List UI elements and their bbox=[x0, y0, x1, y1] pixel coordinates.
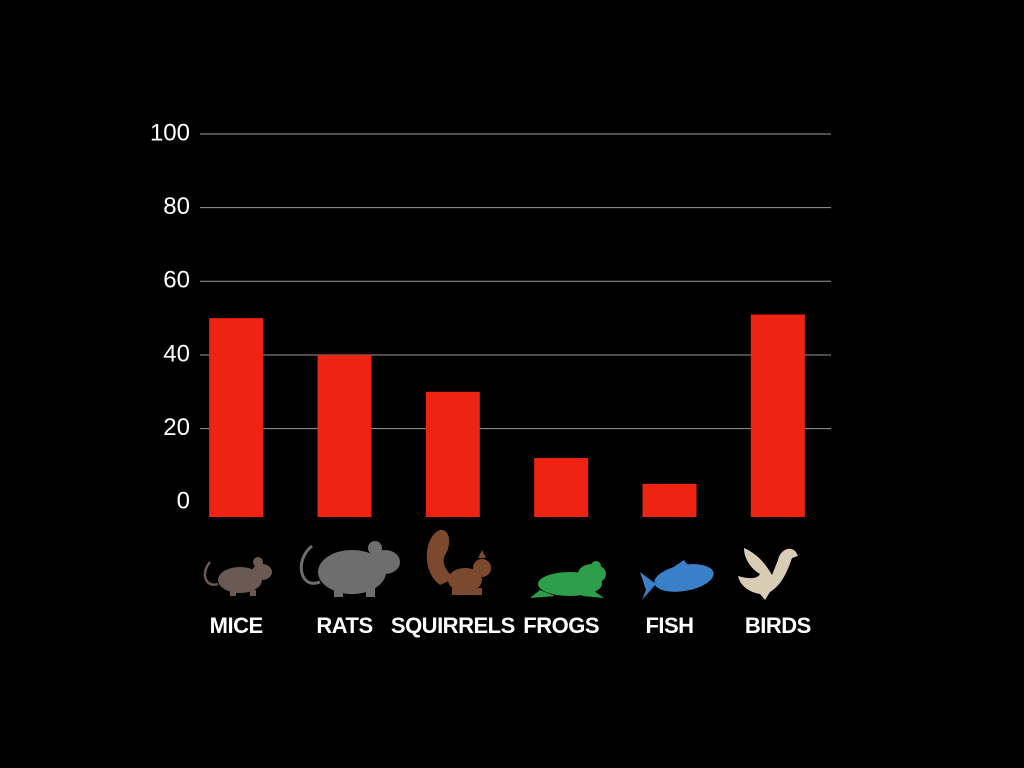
bar bbox=[750, 314, 805, 517]
bar bbox=[209, 318, 264, 517]
bird-icon bbox=[738, 548, 798, 600]
bar bbox=[534, 458, 589, 517]
y-tick-label: 60 bbox=[163, 267, 190, 294]
x-tick-label: RATS bbox=[316, 613, 372, 638]
x-tick-label: BIRDS bbox=[745, 613, 811, 638]
bar bbox=[425, 391, 480, 517]
grid bbox=[200, 133, 831, 430]
y-tick-label: 100 bbox=[150, 119, 190, 146]
rat-icon bbox=[299, 541, 400, 597]
frog-icon bbox=[530, 561, 606, 598]
fish-icon bbox=[640, 560, 714, 600]
y-tick-label: 20 bbox=[163, 414, 190, 441]
x-tick-label: FROGS bbox=[523, 613, 599, 638]
icons bbox=[203, 529, 798, 600]
bar bbox=[642, 483, 697, 517]
y-tick-label: 0 bbox=[177, 488, 190, 515]
y-tick-label: 40 bbox=[163, 340, 190, 367]
bar bbox=[317, 354, 372, 517]
x-tick-label: FISH bbox=[645, 613, 693, 638]
bars bbox=[209, 314, 805, 517]
x-tick-label: SQUIRRELS bbox=[391, 613, 515, 638]
y-tick-label: 80 bbox=[163, 193, 190, 220]
x-tick-label: MICE bbox=[210, 613, 263, 638]
mouse-icon bbox=[203, 557, 272, 596]
squirrel-icon bbox=[426, 529, 491, 595]
